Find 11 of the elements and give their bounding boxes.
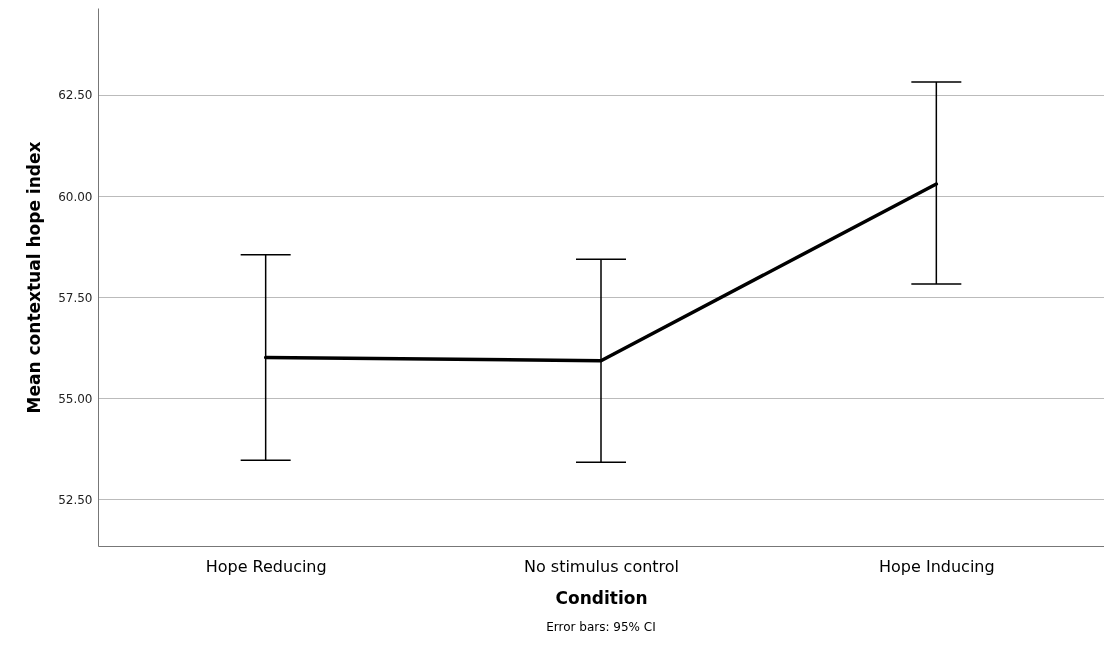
y-tick-label: 52.50 bbox=[58, 492, 93, 507]
y-tick-label: 57.50 bbox=[58, 290, 93, 305]
y-tick-label: 62.50 bbox=[58, 88, 93, 103]
text: Error bars: 95% CI bbox=[546, 620, 656, 634]
x-tick-label: Hope Inducing bbox=[879, 556, 995, 576]
y-tick-label: 60.00 bbox=[58, 189, 93, 204]
x-tick-label: No stimulus control bbox=[523, 556, 680, 576]
y-tick-label: 55.00 bbox=[58, 391, 93, 406]
y-axis-title: Mean contextual hope index bbox=[24, 141, 45, 414]
x-tick-label: Hope Reducing bbox=[205, 556, 327, 576]
x-axis-title: Condition bbox=[555, 587, 648, 608]
